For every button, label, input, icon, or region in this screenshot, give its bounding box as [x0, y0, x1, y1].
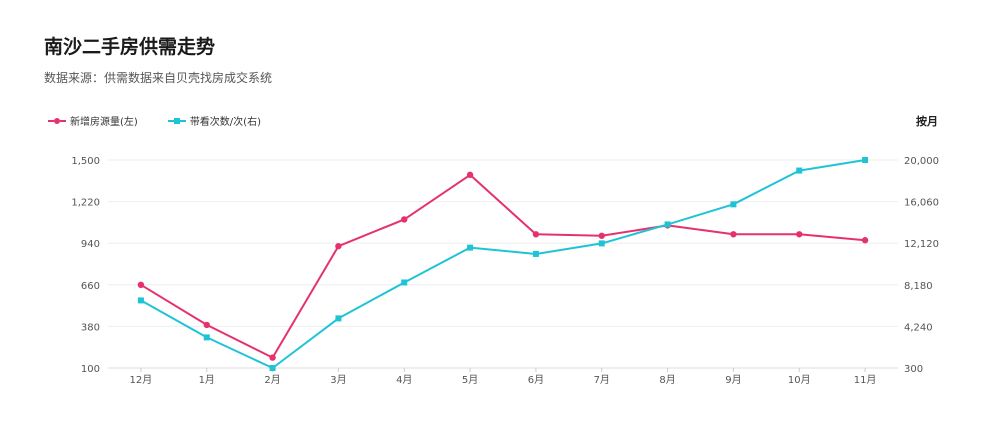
data-point-left	[796, 231, 803, 238]
data-point-left	[401, 216, 408, 223]
legend-swatch-right-series	[167, 116, 186, 126]
data-point-left	[466, 171, 474, 179]
legend-label-left-series: 新增房源量(左)	[70, 117, 138, 128]
x-tick-label: 3月	[330, 374, 346, 386]
data-point-right	[335, 315, 342, 322]
data-point-right	[730, 201, 737, 208]
x-tick-label: 9月	[725, 374, 741, 386]
x-tick-label: 7月	[594, 374, 610, 386]
series-line-right	[140, 159, 866, 369]
legend-swatch-left-series	[48, 116, 66, 126]
y-right-tick-label: 8,180	[904, 281, 933, 292]
y-right-tick-label: 12,120	[904, 239, 939, 250]
data-point-left	[335, 242, 342, 250]
y-left-tick-label: 940	[81, 239, 100, 250]
legend-item-right-series[interactable]: 带看次数/次(右)	[167, 113, 261, 128]
data-point-left	[203, 321, 210, 329]
chart-subtitle: 数据来源：供需数据来自贝壳找房成交系统	[44, 71, 273, 85]
y-right-tick-label: 300	[904, 364, 923, 375]
data-point-right	[796, 167, 803, 174]
data-point-right	[532, 250, 539, 257]
x-tick-label: 8月	[659, 374, 675, 386]
x-tick-label: 11月	[854, 374, 877, 386]
period-label: 按月	[916, 115, 938, 128]
x-tick-label: 2月	[264, 374, 280, 386]
data-point-left	[269, 354, 276, 361]
data-point-right	[203, 334, 210, 341]
data-point-right	[137, 297, 144, 304]
data-point-right	[664, 221, 671, 228]
y-right-tick-label: 16,060	[904, 198, 939, 209]
y-right-tick-label: 4,240	[904, 322, 933, 333]
x-tick-label: 4月	[396, 374, 412, 386]
data-point-right	[401, 279, 408, 286]
series-line-left	[140, 173, 866, 359]
y-left-tick-label: 1,500	[71, 156, 100, 167]
y-right-tick-label: 20,000	[904, 156, 939, 167]
data-point-left	[861, 237, 869, 244]
x-tick-label: 12月	[130, 374, 153, 386]
data-point-right	[467, 244, 474, 251]
data-point-right	[269, 365, 276, 371]
y-left-tick-label: 1,220	[71, 198, 100, 209]
y-left-tick-label: 380	[81, 322, 100, 333]
chart-legend: 新增房源量(左) 带看次数/次(右)	[48, 113, 291, 128]
data-point-left	[598, 232, 605, 239]
x-tick-label: 1月	[199, 374, 215, 386]
x-tick-label: 5月	[462, 374, 478, 386]
x-tick-label: 10月	[788, 374, 811, 386]
data-point-left	[137, 281, 145, 288]
data-point-right	[598, 240, 605, 247]
data-point-left	[532, 231, 540, 238]
data-point-right	[862, 157, 869, 163]
x-tick-label: 6月	[528, 374, 544, 386]
legend-label-right-series: 带看次数/次(右)	[189, 117, 261, 128]
legend-item-left-series[interactable]: 新增房源量(左)	[48, 113, 138, 128]
data-point-left	[730, 231, 737, 238]
chart-title: 南沙二手房供需走势	[44, 36, 216, 58]
y-left-tick-label: 660	[81, 281, 100, 292]
y-left-tick-label: 100	[81, 364, 100, 375]
